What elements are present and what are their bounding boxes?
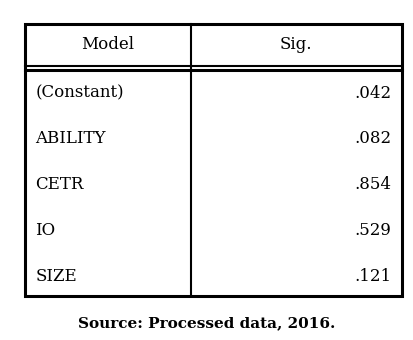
Text: IO: IO [35,222,55,239]
Text: Source: Processed data, 2016.: Source: Processed data, 2016. [78,316,335,330]
Text: .529: .529 [354,222,390,239]
Text: .082: .082 [353,131,390,148]
Text: ABILITY: ABILITY [35,131,105,148]
Text: .042: .042 [353,85,390,102]
Text: .121: .121 [353,268,390,285]
Text: .854: .854 [354,176,390,193]
Text: (Constant): (Constant) [35,85,123,102]
Text: Model: Model [81,36,134,53]
Text: Sig.: Sig. [279,36,311,53]
Bar [25,24,401,296]
Text: CETR: CETR [35,176,83,193]
Text: SIZE: SIZE [35,268,77,285]
